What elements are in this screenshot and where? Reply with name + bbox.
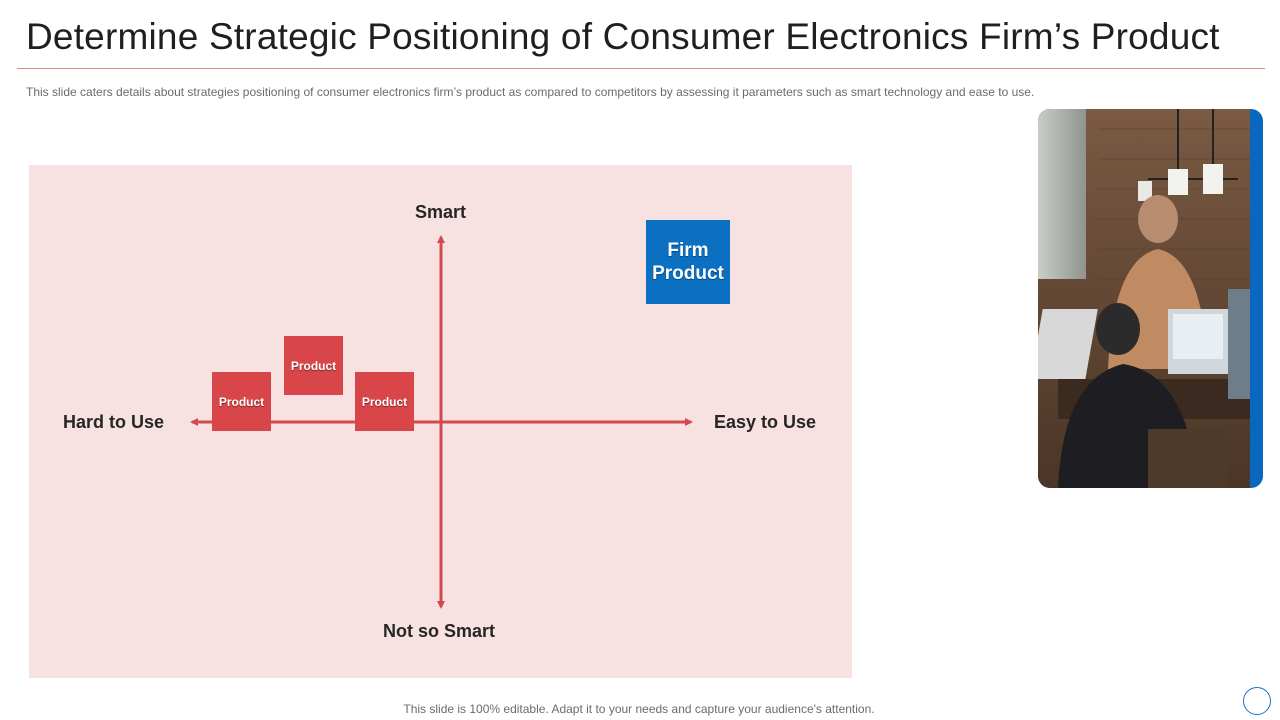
- matrix-axes: [190, 235, 693, 609]
- competitor-product-label: Product: [290, 358, 337, 373]
- competitor-product-label: Product: [218, 394, 265, 409]
- slide-subtitle: This slide caters details about strategi…: [26, 85, 1035, 99]
- firm-product-box: Firm Product: [646, 220, 730, 304]
- axis-label-hard-to-use: Hard to Use: [63, 412, 165, 432]
- photo-frame: [1038, 109, 1263, 488]
- axis-label-not-so-smart: Not so Smart: [383, 621, 496, 641]
- competitor-product-box: Product: [284, 336, 343, 395]
- competitor-product-label: Product: [361, 394, 408, 409]
- axis-label-smart: Smart: [415, 202, 467, 222]
- footer-text: This slide is 100% editable. Adapt it to…: [403, 702, 875, 716]
- competitor-product-box: Product: [212, 372, 271, 431]
- title-divider: [17, 68, 1265, 69]
- firm-product-label-line2: Product: [652, 263, 724, 284]
- slide-title: Determine Strategic Positioning of Consu…: [26, 16, 1220, 57]
- competitor-product-box: Product: [355, 372, 414, 431]
- slide-footer: This slide is 100% editable. Adapt it to…: [0, 702, 1280, 716]
- circle-outline-icon[interactable]: [1243, 687, 1271, 715]
- firm-product-label-line1: Firm: [667, 240, 709, 261]
- team-working-on-laptops-photo: [1038, 109, 1250, 488]
- axis-label-easy-to-use: Easy to Use: [714, 412, 817, 432]
